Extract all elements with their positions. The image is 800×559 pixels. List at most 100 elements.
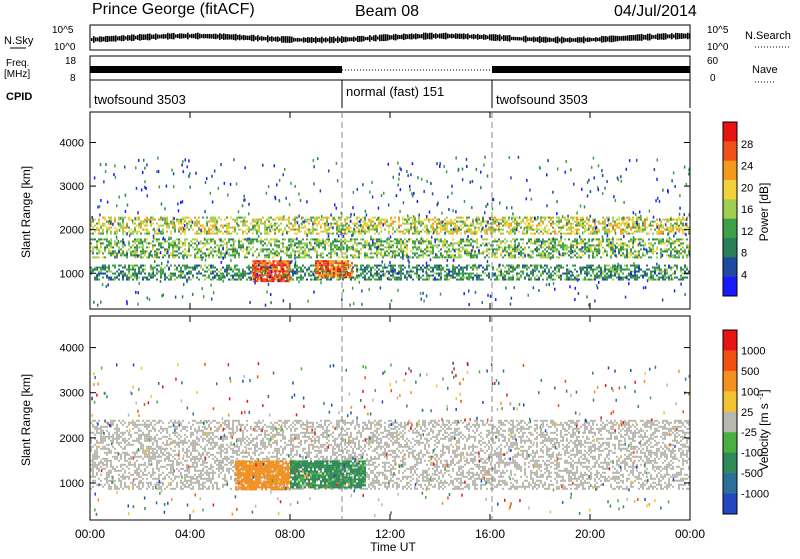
power-cell: [210, 252, 212, 254]
power-cell: [556, 271, 558, 273]
power-cell: [536, 242, 538, 244]
noise-sample: [569, 37, 571, 42]
noise-sample: [557, 37, 559, 44]
power-cell: [360, 238, 362, 240]
power-cell: [672, 231, 674, 233]
noise-sample: [275, 37, 277, 42]
noise-sample: [639, 34, 641, 40]
power-cell: [596, 267, 598, 269]
power-cell: [296, 242, 298, 244]
power-cell: [570, 248, 572, 250]
power-cell: [287, 260, 289, 262]
power-cell: [374, 229, 376, 231]
power-cell: [570, 244, 572, 246]
power-cell: [292, 269, 294, 271]
power-cell: [572, 217, 574, 219]
power-cell: [138, 246, 140, 248]
power-cell: [264, 238, 266, 240]
power-cell: [268, 225, 270, 227]
power-cell: [480, 223, 482, 225]
power-cell: [530, 233, 532, 235]
power-cell: [196, 277, 198, 279]
power-cell: [348, 227, 350, 229]
power-cell: [218, 217, 220, 219]
power-cell: [654, 279, 656, 281]
power-cell: [218, 271, 220, 273]
power-cell: [374, 265, 376, 267]
power-cell: [546, 256, 548, 258]
power-cell: [438, 238, 440, 240]
power-cell: [558, 250, 560, 252]
power-cell: [290, 229, 292, 231]
power-cell: [656, 252, 658, 254]
power-cell: [376, 271, 378, 273]
power-cell: [482, 250, 484, 252]
power-cell: [396, 229, 398, 231]
power-cell: [126, 227, 128, 229]
power-cell: [528, 238, 530, 240]
power-cell: [674, 227, 676, 229]
power-cell: [658, 227, 660, 229]
power-cell: [600, 240, 602, 242]
power-cell: [136, 240, 138, 242]
power-cell: [550, 238, 552, 240]
power-cell: [536, 275, 538, 277]
power-cell: [290, 254, 292, 256]
power-cell: [486, 238, 488, 240]
noise-sample: [135, 36, 137, 39]
power-cell: [520, 246, 522, 248]
power-cell: [240, 244, 242, 246]
power-cell: [226, 269, 228, 271]
power-cell: [248, 229, 250, 231]
power-cell: [668, 279, 670, 281]
power-cell: [466, 217, 468, 219]
power-cell: [348, 248, 350, 250]
power-cell: [450, 250, 452, 252]
power-cell: [586, 269, 588, 271]
power-cell: [318, 238, 320, 240]
noise-sample: [195, 33, 197, 39]
power-cell: [656, 267, 658, 269]
power-cell: [208, 252, 210, 254]
power-cell: [218, 229, 220, 231]
power-cell: [330, 242, 332, 244]
power-cell: [218, 231, 220, 233]
power-cell: [532, 252, 534, 254]
power-cell: [420, 242, 422, 244]
power-cell: [330, 248, 332, 250]
power-cell: [118, 273, 120, 275]
power-cell: [494, 248, 496, 250]
power-cell: [122, 217, 124, 219]
power-cell: [624, 244, 626, 246]
power-cell: [572, 219, 574, 221]
power-cell: [516, 221, 518, 223]
power-cell: [344, 240, 346, 242]
power-cell: [528, 246, 530, 248]
power-cell: [302, 250, 304, 252]
power-cell: [344, 221, 346, 223]
power-cell: [253, 268, 255, 270]
power-cell: [98, 256, 100, 258]
power-cell: [598, 246, 600, 248]
power-cell: [584, 221, 586, 223]
power-cell: [634, 250, 636, 252]
noise-sample: [687, 33, 689, 39]
power-cell: [166, 231, 168, 233]
power-cell: [662, 238, 664, 240]
power-cell: [378, 240, 380, 242]
power-cell: [584, 250, 586, 252]
power-cell: [494, 231, 496, 233]
power-cell: [102, 223, 104, 225]
power-cell: [546, 265, 548, 267]
power-cell: [214, 229, 216, 231]
power-cell: [496, 225, 498, 227]
power-cell: [230, 267, 232, 269]
power-cell: [500, 269, 502, 271]
power-cell: [196, 238, 198, 240]
power-cell: [484, 231, 486, 233]
power-cell: [174, 250, 176, 252]
power-cell: [596, 248, 598, 250]
power-cell: [333, 274, 335, 276]
power-cell: [522, 233, 524, 235]
power-cell: [656, 238, 658, 240]
